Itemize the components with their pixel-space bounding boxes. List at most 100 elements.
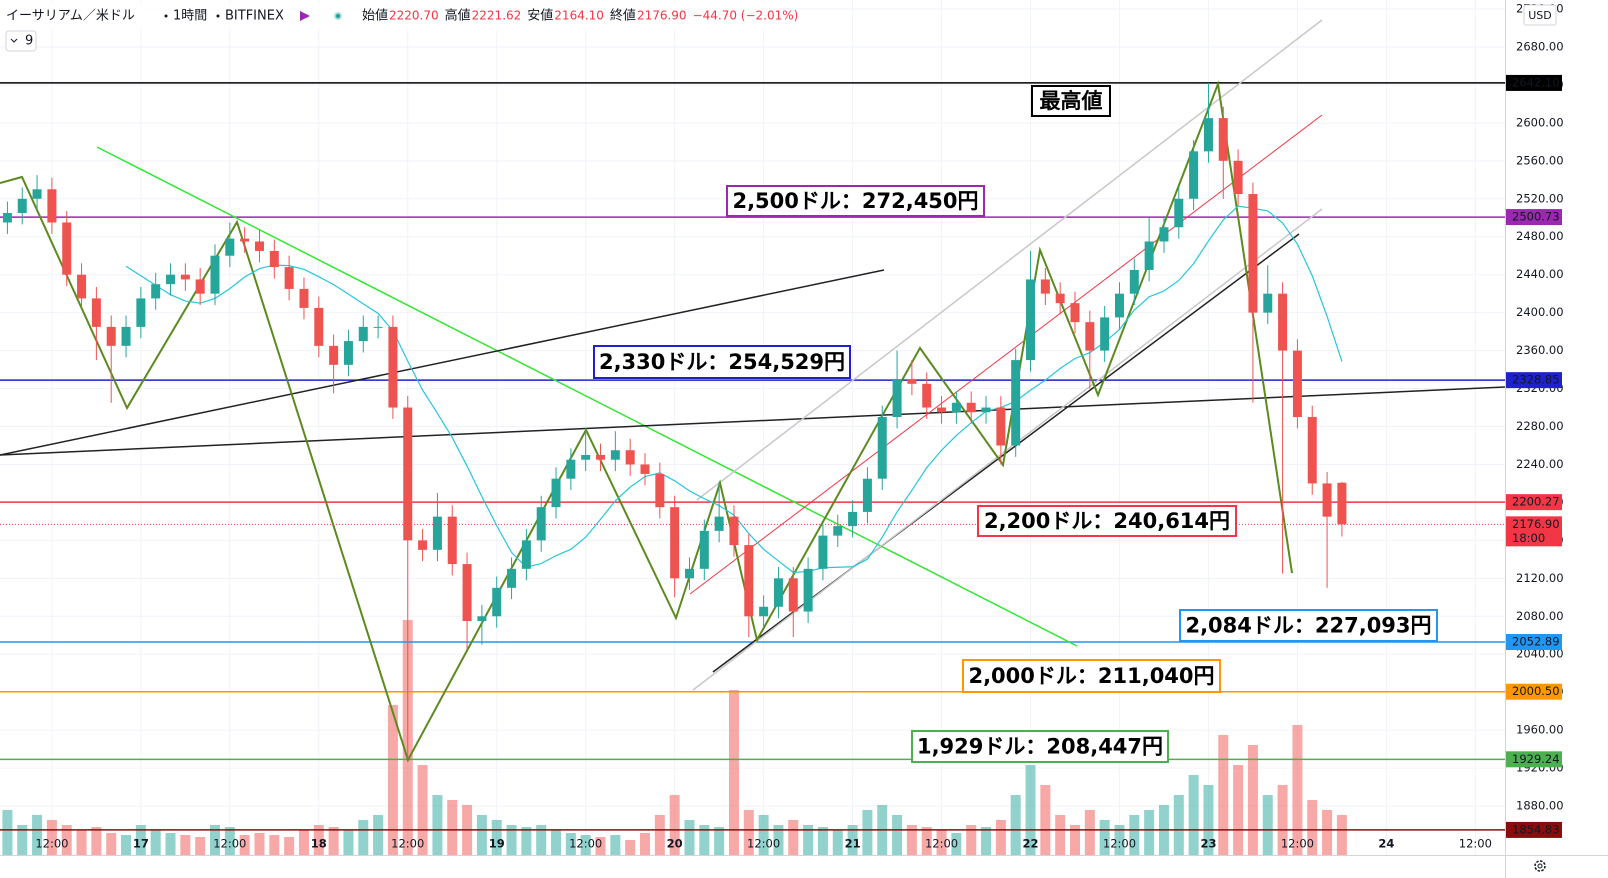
volume-bar [832,830,843,855]
volume-bar [1233,765,1244,855]
price-axis: 1880.001920.001960.002000.002040.002080.… [1506,2,1564,838]
chevron [10,38,18,43]
volume-bar [313,825,324,855]
volume-bar [936,830,947,855]
annotation: 2,200ドル：240,614円 [984,509,1230,533]
currency-box[interactable] [1523,4,1557,26]
y-tick-label: 2520.00 [1516,191,1564,205]
candle-body [62,222,72,275]
volume-bar [966,825,977,855]
volume-bar [180,835,191,855]
candle-body [1026,279,1036,361]
volume-bar [358,820,369,855]
volume-bar [165,833,176,855]
volume-bar [17,825,28,855]
gear [1534,860,1546,872]
volume-bar [565,833,576,855]
x-tick-label: 12:00 [391,837,424,851]
volume-bar [1277,785,1288,855]
level-label: 2000.50 [1512,684,1560,698]
candle-body [581,454,591,460]
candle-body [1055,293,1065,304]
candle-body [714,516,724,531]
x-tick-label: 24 [1378,837,1394,851]
header: イーサリアム／米ドル 1時間 BITFINEX 始値 2220.70 高値 2221.… [0,2,798,52]
candle-body [343,341,353,365]
volume-bar [46,820,57,855]
candle-body [684,568,694,579]
drawings [0,19,1505,763]
candle-body [91,298,101,327]
candle-body [1011,360,1021,446]
settings-icon[interactable] [1534,860,1546,872]
indicator: 9 [25,34,33,49]
x-tick-label: 20 [667,837,683,851]
volume-bar [803,825,814,855]
ohlc-value: 2221.62 [472,9,522,23]
channel-line [689,114,1323,595]
volume-bar [610,835,621,855]
annotation-box [911,730,1169,763]
candle-body [951,402,961,413]
candle-body [1114,293,1124,318]
candle-body [17,198,27,214]
level-label: 2176.90 [1512,517,1560,531]
level-label: 2200.27 [1512,495,1560,509]
y-tick-label: 2600.00 [1516,115,1564,129]
candle-body [329,345,339,365]
annotation-box [977,505,1237,537]
volume-bar [284,837,295,855]
x-tick-label: 12:00 [35,837,68,851]
ohlc-value: 2220.70 [389,9,439,23]
candle-body [922,383,932,408]
level-badge [1506,494,1562,511]
volume-bar [1099,820,1110,855]
volume-bar [373,815,384,855]
volume-bar [298,830,309,855]
currency: USD [1528,9,1552,22]
volume-bar [743,810,754,855]
level-label: 1854.83 [1512,822,1560,836]
candle-body [106,326,116,346]
volume-bar [1218,735,1229,855]
candle-body [477,616,487,622]
y-tick-label: 2040.00 [1516,647,1564,661]
volume-bar [1129,815,1140,855]
separator [164,14,168,18]
candle-body [521,540,531,569]
candle-body [596,454,606,460]
flag-icon[interactable] [300,11,310,21]
candle-body [136,298,146,327]
exchange: BITFINEX [225,9,284,24]
interval: 1時間 [173,9,207,24]
annotation: 2,000ドル：211,040円 [968,664,1214,688]
candle-body [1189,151,1199,199]
volume-bar [714,827,725,855]
volume-bar [773,825,784,855]
candle-body [1129,269,1139,294]
candle-body [299,288,309,308]
volume-bar [788,820,799,855]
ohlc-label: 終値 [610,8,636,24]
candle-body [447,516,457,565]
volume-bar [269,835,280,855]
volume-bar [328,827,339,855]
trend-line [0,269,885,456]
ohlc-label: 安値 [527,8,553,24]
candle-body [151,284,161,299]
volume-bar [387,705,398,855]
candle-body [907,379,917,384]
candle-body [47,189,57,223]
candle-body [388,326,398,408]
time-axis: 12:00 17 12:00 18 12:00 19 12:00 20 12:00 21 12:00… [35,837,1492,851]
y-tick-label: 2360.00 [1516,343,1564,357]
candle-body [566,459,576,479]
x-tick-label: 22 [1023,837,1039,851]
volume-bar [1025,765,1036,855]
candle-body [1337,482,1347,525]
indicator-badge[interactable] [5,30,37,52]
candle-body [462,564,472,622]
volume-bar [1055,815,1066,855]
level-label: 2500.73 [1512,210,1560,224]
volume-bar [847,825,858,855]
